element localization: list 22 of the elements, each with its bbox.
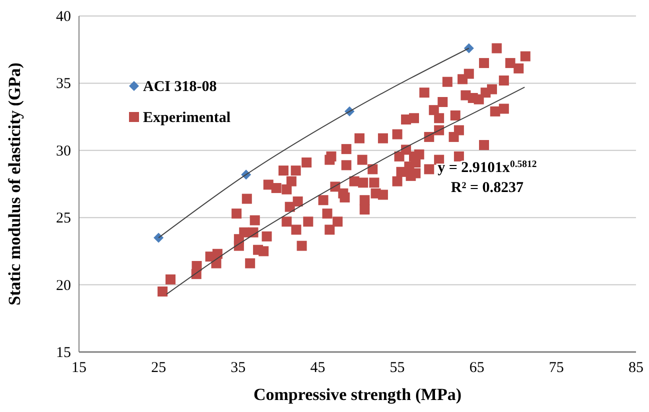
- x-tick-label: 45: [310, 360, 326, 376]
- legend-label: Experimental: [143, 110, 230, 126]
- y-tick-label: 20: [56, 278, 71, 294]
- y-tick-label: 25: [56, 210, 71, 227]
- y-tick-label: 40: [56, 9, 71, 25]
- y-tick-label: 30: [56, 143, 71, 160]
- x-axis-title: Compressive strength (MPa): [253, 385, 462, 404]
- annotation: R² = 0.8237: [450, 180, 524, 196]
- x-tick-label: 35: [230, 360, 246, 376]
- x-tick-label: 25: [151, 360, 166, 376]
- y-tick-label: 15: [56, 345, 71, 361]
- point: [464, 43, 474, 54]
- x-tick-label: 55: [390, 360, 405, 376]
- x-tick-label: 85: [628, 360, 644, 376]
- x-tick-label: 65: [469, 360, 484, 376]
- x-tick-label: 75: [548, 360, 564, 376]
- annotation: y = 2.9101x$^{0.5812}$: [438, 158, 537, 176]
- legend-label: ACI 318-08: [143, 79, 217, 95]
- y-axis-title: Static modulus of elasticity (GPa): [5, 62, 24, 306]
- y-tick-label: 35: [56, 76, 71, 92]
- x-tick-label: 15: [72, 360, 86, 376]
- point: [154, 232, 164, 243]
